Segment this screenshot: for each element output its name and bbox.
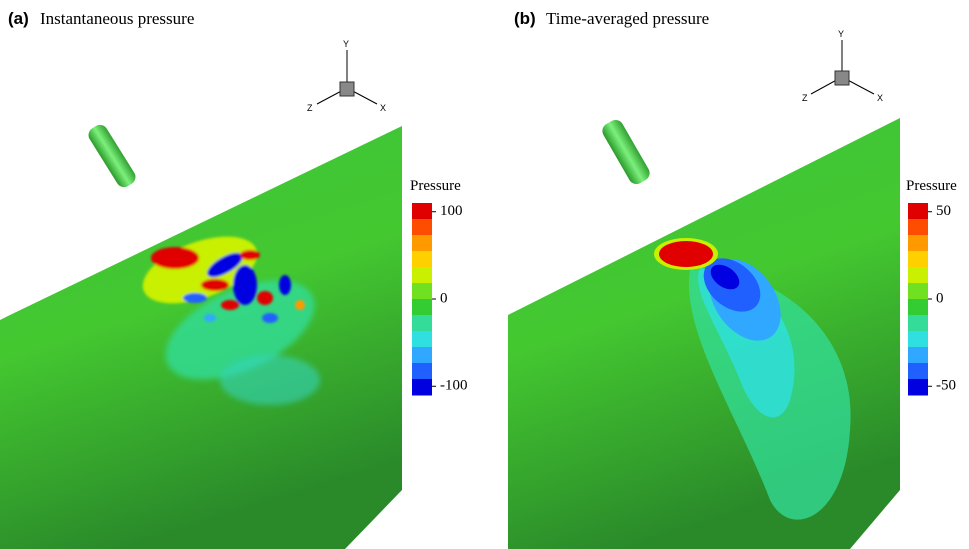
colorbar-band [412, 235, 432, 252]
panel-title: Instantaneous pressure [40, 9, 194, 28]
colorbar-band [412, 267, 432, 284]
colorbar-band [908, 235, 928, 252]
axis-label: Y [838, 29, 844, 39]
colorbar-band [908, 363, 928, 380]
colorbar-band [412, 347, 432, 364]
colorbar-band [412, 363, 432, 380]
colorbar-tick-label: -50 [936, 378, 956, 394]
colorbar-band [908, 379, 928, 396]
colorbar-band [412, 251, 432, 268]
colorbar-band [908, 203, 928, 220]
panel-b-render [508, 40, 900, 549]
colorbar-band [908, 299, 928, 316]
colorbar-band [412, 315, 432, 332]
colorbar-title: Pressure [906, 178, 957, 194]
colorbar-band [908, 315, 928, 332]
axis-label: Z [802, 93, 808, 103]
colorbar-tick-label: 100 [440, 203, 463, 219]
axis-label: X [380, 103, 386, 113]
axis-label: Z [307, 103, 313, 113]
panel-label: (b) [514, 9, 536, 28]
panel-title: Time-averaged pressure [546, 9, 709, 28]
colorbar-band [908, 283, 928, 300]
colorbar-band [908, 219, 928, 236]
colorbar-band [412, 331, 432, 348]
colorbar-band [412, 299, 432, 316]
colorbar-band [908, 251, 928, 268]
axis-label: X [877, 93, 883, 103]
colorbar-band [412, 203, 432, 220]
colorbar-tick-label: 0 [936, 290, 944, 306]
axis-label: Y [343, 39, 349, 49]
colorbar-band [412, 379, 432, 396]
panel-a-render [0, 50, 402, 549]
colorbar-band [908, 347, 928, 364]
colorbar-band [908, 267, 928, 284]
colorbar-title: Pressure [410, 178, 461, 194]
panel-label: (a) [8, 9, 29, 28]
colorbar-tick-label: -100 [440, 378, 468, 394]
colorbar-tick-label: 0 [440, 290, 448, 306]
colorbar-band [908, 331, 928, 348]
colorbar-band [412, 283, 432, 300]
colorbar-band [412, 219, 432, 236]
colorbar-tick-label: 50 [936, 203, 951, 219]
